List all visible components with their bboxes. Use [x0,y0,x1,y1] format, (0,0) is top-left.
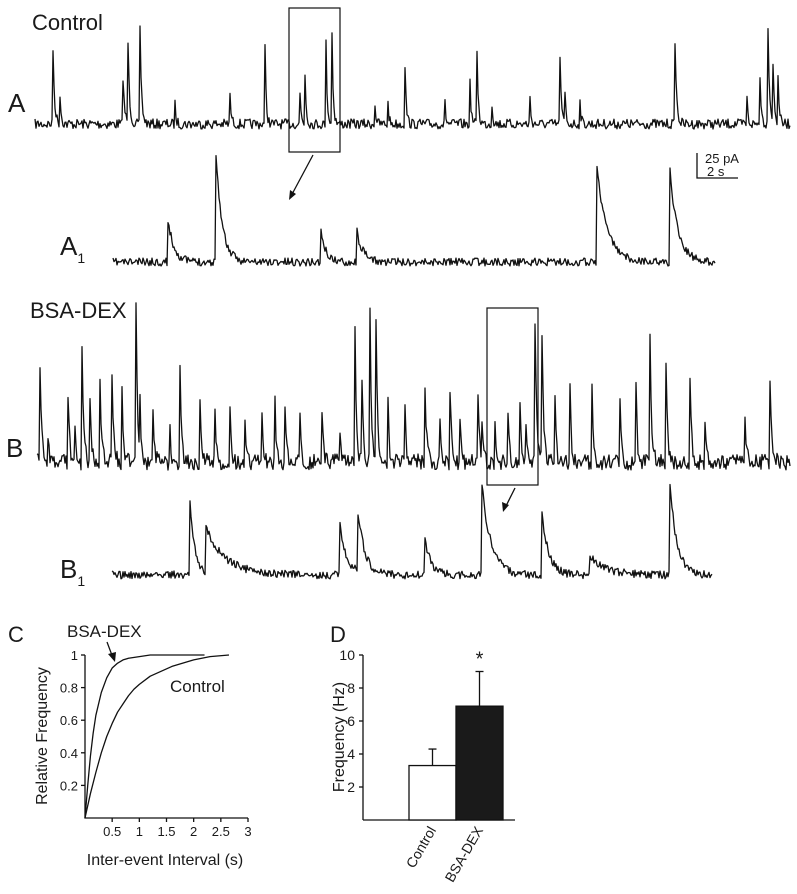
c-series-bsa-dex [84,654,205,819]
panel-b-condition-label: BSA-DEX [30,298,127,323]
c-series-control [84,654,230,819]
d-category-label-0: Control [403,824,439,871]
d-bar-control [408,764,457,821]
panel-c-letter: C [8,622,24,647]
c-xtick-label-5: 3 [244,824,251,839]
c-annotation-bsa-dex: BSA-DEX [67,622,142,641]
c-annotation-arrow-head [108,652,116,662]
d-ytick-label-2: 6 [347,713,355,729]
trace-a-control [34,25,791,130]
zoom-box-b [486,307,539,486]
d-ytick-label-4: 10 [339,647,355,663]
scale-bar-time: 2 s [707,164,725,179]
zoom-arrow-b-head [502,502,509,512]
d-ytick-label-0: 2 [347,779,355,795]
c-xtick-label-3: 2 [190,824,197,839]
c-xtick-label-1: 1 [136,824,143,839]
d-ytick-label-3: 8 [347,680,355,696]
c-annotation-control: Control [170,677,225,696]
panel-a-letter: A [8,88,26,118]
panel-b-letter: B [6,433,23,463]
d-bar-bsa-dex [455,705,504,821]
c-xtick-label-4: 2.5 [212,824,230,839]
scale-bar [696,153,738,179]
c-xtick-label-2: 1.5 [157,824,175,839]
trace-b1-expanded [111,483,713,580]
c-ytick-label-4: 1 [71,648,78,663]
chart-c-cumulative: 0.5 1 1.5 2 2.5 3 0.2 0.4 0.6 0.8 1 Inter-event Int… [34,622,252,869]
zoom-arrow-a [289,154,314,199]
panel-d-letter: D [330,622,346,647]
zoom-box-a [288,7,341,153]
d-ytick-label-1: 4 [347,746,355,762]
c-xtick-label-0: 0.5 [103,824,121,839]
scale-bar-current: 25 pA [705,151,739,166]
d-category-label-1: BSA-DEX [442,823,487,885]
c-ytick-label-1: 0.4 [60,746,78,761]
d-y-axis-label: Frequency (Hz) [331,682,348,792]
c-ytick-label-2: 0.6 [60,713,78,728]
c-ytick-label-3: 0.8 [60,681,78,696]
trace-a1-expanded [112,155,716,267]
chart-d-frequency-bars: 2 4 6 8 10 Control * BSA-DEX Frequency (Hz) [331,647,515,885]
c-x-axis-label: Inter-event Interval (s) [87,852,244,869]
panel-a-condition-label: Control [32,10,103,35]
panel-b1-letter: B1 [60,554,85,589]
d-significance-star: * [476,649,484,671]
panel-a1-letter: A1 [60,231,85,266]
trace-b-bsa-dex [36,302,791,471]
c-ytick-label-0: 0.2 [60,778,78,793]
c-y-axis-label: Relative Frequency [34,667,51,805]
zoom-arrow-a-head [289,190,296,200]
